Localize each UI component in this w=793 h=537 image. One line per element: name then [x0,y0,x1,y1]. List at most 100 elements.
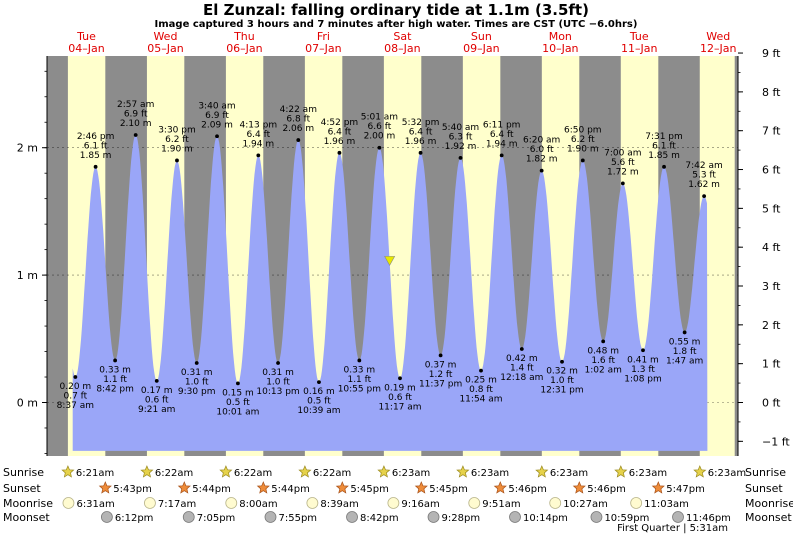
tide-label: 1.0 ft [550,376,574,386]
sunset-icon [572,481,586,494]
tide-label: 0.48 m [587,346,619,356]
moonrise-icon [387,497,400,509]
sunset-icon [98,481,112,494]
sunrise-icon [140,465,154,478]
moonset-time: 7:55pm [278,513,317,524]
high-tide-point [377,145,382,150]
sunset-time: 5:44pm [271,484,310,495]
tide-label: 6.2 ft [571,135,595,145]
astronomy-table: Sunrise Sunrise Sunset Sunset Moonrise Moonri… [3,465,793,534]
tide-label: 0.31 m [181,368,213,378]
tide-label: 1.8 ft [673,347,697,357]
tide-label: 2.09 m [201,120,233,130]
moonrise-time: 8:39am [320,499,358,510]
high-tide-point [337,150,342,155]
tide-area [72,135,708,451]
right-tick-label: 3 ft [762,280,781,293]
high-tide-point [539,168,544,173]
moonset-icon [427,511,440,523]
current-level-marker [384,256,396,266]
moonrise-time: 10:27am [563,499,608,510]
day-name-label: Mon [549,30,572,43]
tide-label: 9:30 pm [178,387,216,397]
left-tick-label: 2 m [17,142,38,155]
low-tide-point [113,358,118,363]
low-tide-point [357,358,362,363]
moonset-row-label-right: Moonset [745,511,792,524]
tide-label: 6.1 ft [84,141,108,151]
tide-label: 4:52 pm [321,118,359,128]
sunrise-icon [219,465,233,478]
tide-label: 0.55 m [669,337,701,347]
tide-label: 1:47 am [666,356,703,366]
day-name-label: Fri [317,30,330,43]
tide-label: 1.94 m [242,139,274,149]
high-tide-point [215,134,219,139]
left-tick-label: 0 m [17,396,38,409]
right-tick-label: 4 ft [762,241,781,254]
low-tide-point [438,353,443,358]
tide-label: 8:37 am [57,401,94,411]
low-tide-point [154,378,159,383]
moonrise-time: 6:31am [76,499,114,510]
tide-label: 2.10 m [120,119,152,129]
tide-label: 1.85 m [648,151,680,161]
low-tide-point [73,375,78,379]
tide-label: 5.6 ft [611,158,635,168]
tide-label: 0.19 m [384,383,416,393]
tide-label: 8:42 pm [96,384,134,394]
tide-label: 6.8 ft [286,115,310,125]
tide-label: 5:01 am [361,113,398,123]
low-tide-point [560,359,564,364]
tide-label: 6.9 ft [124,109,148,119]
tide-label: 1.62 m [688,180,720,190]
moonrise-time: 7:17am [158,499,196,510]
moonrise-time: 9:51am [482,499,520,510]
right-tick-label: 9 ft [762,47,781,60]
day-date-label: 09–Jan [463,42,499,55]
day-name-label: Tue [76,30,96,43]
high-tide-point [133,133,138,137]
low-tide-point [276,361,280,365]
day-date-label: 04–Jan [68,42,104,55]
sunrise-time: 6:23am [629,468,667,479]
sunrise-row-label-left: Sunrise [3,466,44,479]
tide-label: 0.5 ft [226,398,250,408]
tide-label: 12:31 pm [540,386,583,396]
moonrise-row-label-left: Moonrise [3,497,53,510]
moonset-icon [346,511,358,523]
low-tide-point [236,381,240,386]
tide-label: 6.4 ft [328,127,352,137]
tide-label: 0.41 m [627,355,659,365]
low-tide-point [479,368,483,373]
tide-label: 10:01 am [216,407,259,417]
sunset-time: 5:47pm [666,484,705,495]
moonrise-row-label-right: Moonrise [745,497,793,510]
high-tide-point [702,194,707,199]
tide-label: 7:31 pm [645,132,683,142]
tide-label: 5:32 pm [402,118,440,128]
low-tide-point [601,339,606,344]
sunset-icon [651,481,665,494]
high-tide-point [93,164,98,169]
tide-label: 6:50 pm [564,125,602,135]
moonset-icon [590,511,603,523]
moonset-icon [264,511,277,523]
right-tick-label: 0 ft [762,396,781,409]
sunset-time: 5:46pm [508,484,547,495]
tide-label: 2:46 pm [77,132,115,142]
sunset-icon [493,481,507,494]
tide-label: 0.7 ft [64,392,88,402]
sunset-icon [177,481,191,494]
low-tide-point [317,380,321,385]
low-tide-point [194,361,199,365]
tide-label: 1.96 m [324,137,356,147]
moonset-time: 10:59pm [604,513,649,524]
tide-label: 6.3 ft [449,132,473,142]
low-tide-point [641,348,645,353]
sunrise-time: 6:23am [550,468,588,479]
tide-curve [72,135,708,451]
sunset-time: 5:45pm [350,484,389,495]
moonset-time: 7:05pm [197,513,236,524]
high-tide-point [620,181,625,186]
